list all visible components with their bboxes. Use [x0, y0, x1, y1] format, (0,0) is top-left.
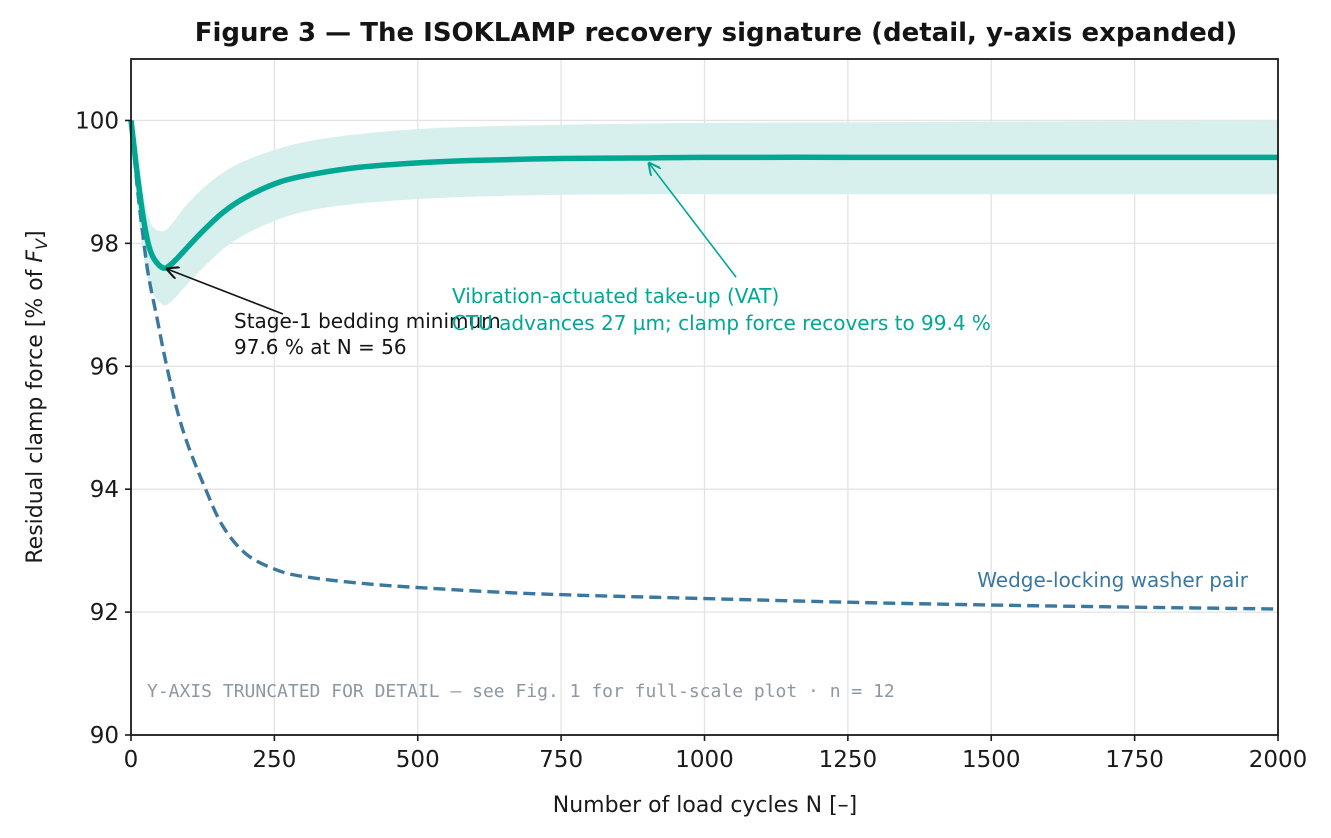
vat-annotation-line2: CTU advances 27 µm; clamp force recovers… — [452, 311, 991, 335]
x-tick-label: 1750 — [1105, 747, 1164, 773]
vat-arrow — [649, 163, 737, 278]
vat-annotation-line1: Vibration-actuated take-up (VAT) — [452, 284, 779, 308]
minimum-annotation-line1: Stage-1 bedding minimum — [234, 309, 501, 333]
y-axis-label-suffix: ] — [23, 230, 48, 239]
y-tick-label: 96 — [90, 354, 119, 380]
truncation-note: Y-AXIS TRUNCATED FOR DETAIL — see Fig. 1… — [147, 681, 895, 702]
minimum-annotation-line2: 97.6 % at N = 56 — [234, 335, 407, 359]
annotations: Stage-1 bedding minimum 97.6 % at N = 56… — [147, 163, 1249, 702]
y-tick-label: 98 — [90, 231, 119, 257]
x-tick-label: 750 — [539, 747, 583, 773]
isoklamp-line — [128, 120, 1278, 271]
y-axis-label-subscript: V — [32, 238, 51, 250]
y-tick-label: 94 — [90, 477, 119, 503]
x-tick-label: 1250 — [819, 747, 878, 773]
wedge-locking-washer-line — [129, 120, 1279, 611]
y-tick-label: 92 — [90, 600, 119, 626]
chart-title: Figure 3 — The ISOKLAMP recovery signatu… — [195, 18, 1238, 48]
confidence-band — [131, 120, 1278, 306]
x-axis-label: Number of load cycles N [–] — [553, 793, 858, 818]
x-tick-label: 1500 — [962, 747, 1021, 773]
y-tick-label: 90 — [90, 723, 119, 749]
y-axis-label-symbol: F — [23, 250, 48, 263]
y-axis-label-prefix: Residual clamp force [% of — [23, 263, 48, 564]
x-tick-label: 1000 — [675, 747, 734, 773]
x-tick-label: 250 — [252, 747, 296, 773]
minimum-arrow — [167, 269, 284, 315]
y-tick-label: 100 — [75, 108, 119, 134]
y-axis-label: Residual clamp force [% of FV] — [23, 230, 51, 563]
series-group — [128, 120, 1279, 611]
x-tick-label: 2000 — [1249, 747, 1308, 773]
isoklamp-confidence-band — [131, 120, 1278, 306]
plot-frame — [130, 58, 1279, 736]
axis-ticks: 0 250 500 750 1000 1250 1500 1750 2000 90 92 94 96 98… — [75, 108, 1307, 773]
x-tick-label: 500 — [396, 747, 440, 773]
x-tick-label: 0 — [124, 747, 139, 773]
washer-series-label: Wedge-locking washer pair — [977, 568, 1249, 592]
